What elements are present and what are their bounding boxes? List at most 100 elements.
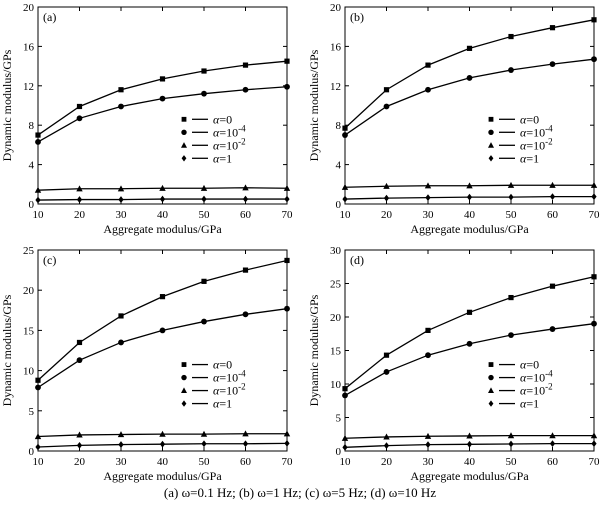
data-point-circle [488, 374, 494, 381]
legend-label: α=10-2 [520, 136, 553, 152]
data-point-diamond [201, 440, 207, 448]
figure-caption: (a) ω=0.1 Hz; (b) ω=1 Hz; (c) ω=5 Hz; (d… [163, 485, 437, 500]
data-point-circle [466, 340, 473, 347]
x-tick-label: 30 [423, 456, 435, 468]
data-point-square [201, 68, 207, 74]
data-point-square [383, 352, 390, 358]
data-point-diamond [35, 196, 41, 204]
legend-label: α=0 [213, 112, 232, 126]
y-tick-label: 10 [330, 379, 342, 391]
chart-panel-b: 10 20 30 40 50 60 70 0 4 8 12 16 20 Aggregate modulus… [307, 2, 600, 236]
data-point-triangle [383, 182, 390, 189]
series-line [37, 308, 288, 389]
data-point-diamond [242, 440, 249, 448]
data-point-triangle [34, 433, 42, 440]
y-tick-label: 10 [23, 366, 35, 378]
data-point-diamond [342, 195, 348, 203]
y-tick-label: 25 [330, 279, 342, 291]
x-tick-label: 60 [240, 209, 252, 221]
y-tick-label: 20 [330, 312, 342, 324]
data-point-circle [425, 352, 431, 359]
y-tick-label: 20 [23, 285, 35, 297]
data-point-triangle [507, 181, 515, 188]
data-point-diamond [383, 194, 390, 202]
data-point-triangle [76, 431, 83, 438]
data-point-diamond [508, 440, 514, 448]
data-point-circle [591, 320, 597, 327]
legend-label: α=10-4 [213, 369, 246, 385]
data-point-diamond [181, 155, 187, 162]
panel-label: (d) [350, 253, 364, 267]
series-line [344, 58, 595, 136]
y-tick-label: 5 [336, 413, 342, 425]
data-point-square [591, 17, 597, 23]
y-tick-label: 0 [336, 446, 342, 458]
x-tick-label: 10 [340, 456, 352, 468]
data-point-triangle [549, 432, 556, 439]
data-point-triangle [549, 181, 556, 188]
data-point-diamond [76, 196, 83, 203]
chart-panel-a: 10 20 30 40 50 60 70 0 4 8 12 16 20 Aggregate modulus… [0, 2, 293, 236]
x-axis-label: Aggregate modulus/GPa [103, 222, 222, 236]
y-tick-label: 8 [29, 120, 35, 132]
data-point-square [159, 294, 166, 300]
x-tick-label: 30 [423, 209, 435, 221]
y-tick-label: 0 [29, 446, 35, 458]
legend-label: α=1 [213, 397, 232, 411]
data-point-square [242, 62, 249, 68]
series-line [344, 276, 595, 390]
legend-label: α=10-4 [213, 123, 246, 139]
legend-label: α=10-2 [520, 382, 553, 398]
data-point-triangle [283, 184, 291, 191]
x-tick-label: 50 [506, 456, 518, 468]
data-point-circle [549, 326, 556, 332]
y-tick-label: 12 [330, 81, 341, 93]
data-point-diamond [488, 155, 494, 162]
data-point-triangle [181, 142, 187, 148]
data-point-diamond [76, 441, 83, 449]
data-point-square [201, 278, 207, 284]
series-line [344, 19, 595, 129]
data-point-circle [118, 339, 124, 346]
data-point-triangle [466, 182, 473, 189]
data-point-triangle [242, 430, 249, 437]
y-tick-label: 20 [23, 2, 35, 14]
y-tick-label: 30 [330, 245, 342, 257]
data-point-square [508, 33, 514, 40]
y-axis-label: Dynamic modulus/GPs [0, 49, 14, 161]
data-point-triangle [181, 387, 187, 393]
data-point-diamond [242, 195, 249, 203]
data-point-circle [76, 115, 83, 122]
x-axis-label: Aggregate modulus/GPa [410, 469, 529, 483]
y-tick-label: 5 [29, 406, 35, 418]
data-point-triangle [488, 142, 494, 148]
data-point-square [342, 125, 348, 131]
data-point-circle [76, 357, 83, 364]
data-point-circle [425, 86, 431, 93]
data-point-diamond [383, 442, 390, 450]
data-point-circle [284, 305, 290, 312]
x-tick-label: 40 [464, 456, 476, 468]
data-point-diamond [508, 193, 514, 201]
data-point-circle [242, 86, 249, 93]
data-point-circle [591, 56, 597, 63]
data-point-diamond [284, 439, 290, 447]
data-point-circle [284, 83, 290, 90]
data-point-diamond [466, 440, 473, 448]
x-tick-label: 50 [199, 209, 211, 221]
plot-frame [344, 6, 595, 205]
x-tick-label: 40 [157, 209, 169, 221]
data-point-diamond [466, 193, 473, 201]
data-point-square [159, 76, 166, 82]
data-point-triangle [466, 432, 473, 439]
data-point-diamond [591, 193, 597, 201]
x-tick-label: 30 [116, 209, 128, 221]
y-tick-label: 15 [23, 325, 35, 337]
data-point-circle [508, 67, 514, 73]
y-tick-label: 8 [336, 120, 342, 132]
data-point-circle [201, 318, 207, 325]
x-tick-label: 10 [340, 209, 352, 221]
data-point-circle [35, 139, 41, 145]
